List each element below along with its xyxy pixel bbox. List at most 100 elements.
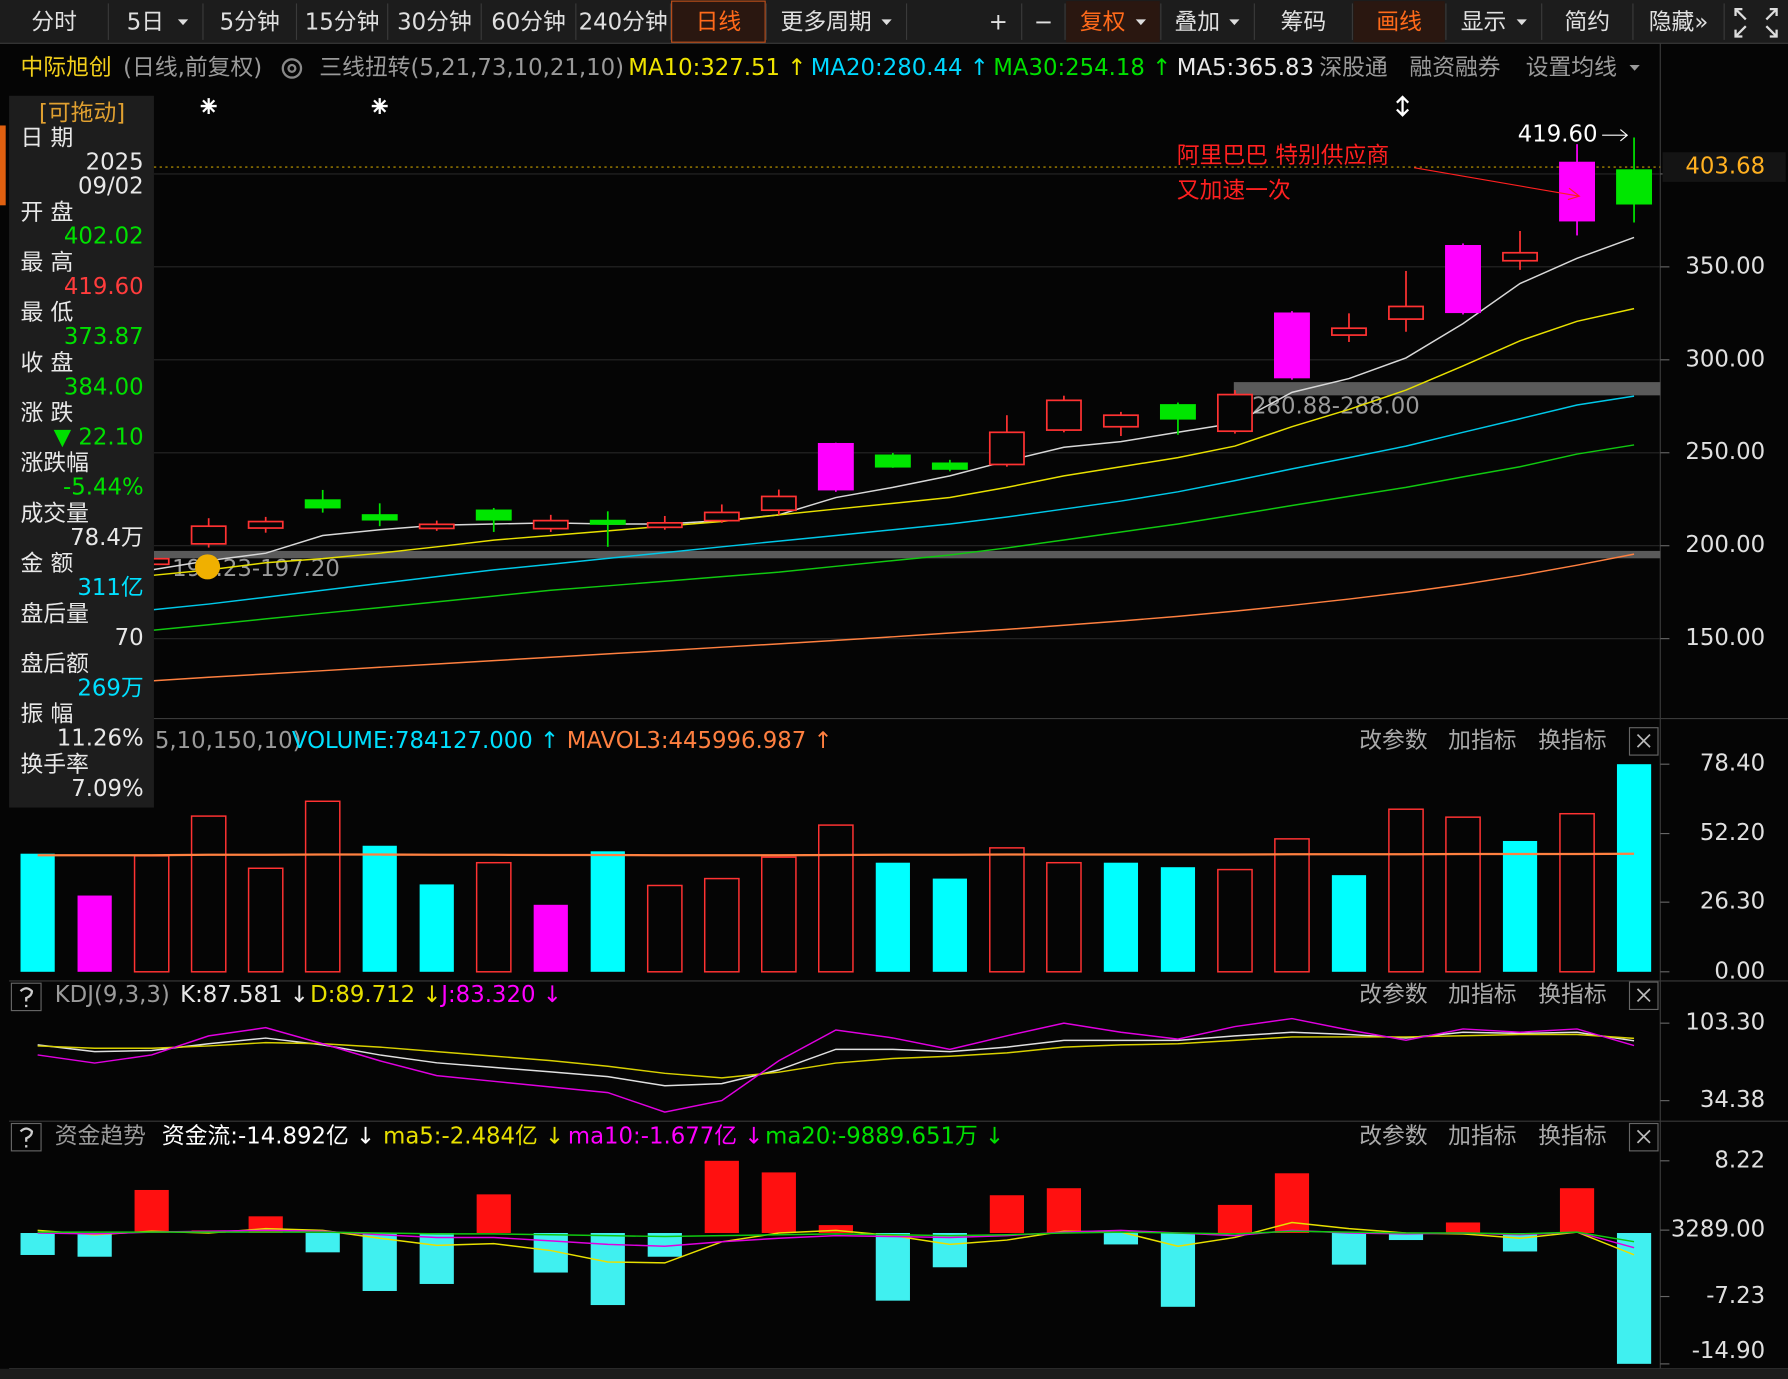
indicator-label: VOLUME:784127.000 ↑ bbox=[292, 728, 559, 754]
candle-body bbox=[1445, 245, 1481, 314]
toolbar-item[interactable]: 叠加 bbox=[1175, 9, 1221, 35]
info-value: 384.00 bbox=[64, 374, 144, 400]
marker-icon bbox=[194, 554, 221, 580]
bar bbox=[1217, 868, 1253, 973]
toolbar-item[interactable]: 240分钟 bbox=[579, 9, 668, 35]
toolbar-item[interactable]: 5日 bbox=[127, 9, 164, 35]
zone-label: 280.88-288.00 bbox=[1252, 393, 1420, 419]
scrollbar[interactable] bbox=[0, 1368, 1788, 1379]
bar bbox=[419, 1233, 454, 1284]
info-value: 311亿 bbox=[77, 575, 143, 601]
info-title[interactable]: [可拖动] bbox=[39, 101, 125, 127]
annotation: 阿里巴巴 特别供应商 bbox=[1177, 143, 1389, 169]
panel-button[interactable]: 换指标 bbox=[1538, 982, 1606, 1008]
info-value: 70 bbox=[115, 625, 144, 651]
toolbar-item[interactable]: 15分钟 bbox=[305, 9, 380, 35]
toolbar-item[interactable]: − bbox=[1034, 9, 1053, 35]
close-button[interactable] bbox=[1628, 727, 1659, 756]
toolbar-item[interactable]: 简约 bbox=[1565, 9, 1611, 35]
info-value: ▼ 22.10 bbox=[54, 424, 144, 450]
info-value: 78.4万 bbox=[70, 525, 144, 551]
panel-button[interactable]: 换指标 bbox=[1538, 1124, 1606, 1150]
y-tick-label: 0.00 bbox=[1714, 958, 1765, 984]
toolbar-item[interactable]: 更多周期 bbox=[781, 9, 872, 35]
y-tick-label: 103.30 bbox=[1685, 1010, 1765, 1036]
last-price-tag bbox=[1662, 152, 1786, 182]
y-tick-label: -7.23 bbox=[1706, 1283, 1765, 1309]
close-button[interactable] bbox=[1628, 1122, 1659, 1152]
indicator-line bbox=[151, 553, 1635, 682]
header-item[interactable]: 融资融券 bbox=[1409, 55, 1500, 81]
candle-body bbox=[1616, 169, 1653, 205]
panel-button[interactable]: 改参数 bbox=[1359, 728, 1428, 754]
toolbar-item[interactable]: 60分钟 bbox=[491, 9, 566, 35]
close-button[interactable] bbox=[1628, 981, 1659, 1011]
bar bbox=[817, 824, 854, 973]
info-label: 金 额 bbox=[21, 551, 74, 577]
toolbar-item[interactable]: 分时 bbox=[31, 9, 77, 35]
panel-button[interactable]: 加指标 bbox=[1448, 982, 1516, 1008]
panel-button[interactable]: 加指标 bbox=[1448, 1124, 1516, 1150]
indicator-label: ma20:-9889.651万 ↓ bbox=[765, 1124, 1004, 1150]
y-tick-label: 8.22 bbox=[1714, 1147, 1765, 1173]
header-item[interactable]: 设置均线 bbox=[1526, 55, 1617, 81]
info-label: 开 盘 bbox=[21, 200, 74, 226]
price-zone bbox=[153, 550, 1661, 559]
fullscreen-icon[interactable] bbox=[1734, 7, 1778, 38]
toolbar-item[interactable]: 画线 bbox=[1376, 9, 1422, 35]
bar bbox=[932, 1233, 967, 1268]
help-icon[interactable] bbox=[10, 1122, 42, 1152]
bar bbox=[1502, 840, 1538, 972]
panel-button[interactable]: 加指标 bbox=[1448, 728, 1516, 754]
indicator-label: (5,10,150,10) bbox=[146, 728, 302, 754]
indicator-label: ma10:-1.677亿 ↓ bbox=[568, 1124, 763, 1150]
toolbar-item[interactable]: 日线 bbox=[696, 9, 742, 35]
bar bbox=[704, 1160, 739, 1234]
candle-body bbox=[361, 514, 398, 521]
indicator-label: MAVOL3:445996.987 ↑ bbox=[567, 728, 833, 754]
header-item: MA5:365.83 bbox=[1177, 55, 1314, 81]
bar bbox=[1217, 1204, 1253, 1234]
indicator-line bbox=[37, 1017, 1635, 1113]
toolbar-item[interactable]: 复权 bbox=[1080, 9, 1126, 35]
info-label: 最 高 bbox=[21, 250, 74, 276]
bar bbox=[1616, 764, 1652, 972]
help-icon[interactable] bbox=[10, 982, 42, 1012]
bar bbox=[362, 845, 397, 972]
y-tick-label: 26.30 bbox=[1700, 889, 1765, 915]
panel-button[interactable]: 改参数 bbox=[1359, 982, 1428, 1008]
bar bbox=[77, 895, 112, 972]
bar bbox=[760, 856, 797, 973]
header-item: (日线,前复权) bbox=[123, 55, 262, 81]
indicator-line bbox=[37, 1221, 1635, 1264]
bar bbox=[77, 1233, 112, 1257]
menu-caret bbox=[1516, 19, 1527, 26]
panel-button[interactable]: 改参数 bbox=[1359, 1124, 1428, 1150]
toolbar-item[interactable]: 30分钟 bbox=[397, 9, 472, 35]
bar bbox=[1502, 1233, 1538, 1252]
candle-body bbox=[817, 442, 854, 491]
info-value: 269万 bbox=[77, 675, 143, 701]
bar bbox=[1445, 816, 1481, 973]
bar bbox=[1046, 1188, 1082, 1234]
bar bbox=[134, 1189, 169, 1234]
last-price-label: 403.68 bbox=[1685, 154, 1765, 180]
header-item[interactable]: 深股通 bbox=[1319, 55, 1388, 81]
signal-markers bbox=[200, 95, 1410, 117]
gear-icon[interactable] bbox=[281, 58, 303, 79]
bar bbox=[703, 877, 740, 973]
header-item: MA10:327.51 ↑ bbox=[628, 55, 806, 81]
candle-body bbox=[532, 519, 569, 530]
toolbar-item[interactable]: + bbox=[989, 9, 1008, 35]
candle-body bbox=[703, 511, 740, 522]
toolbar-item[interactable]: 5分钟 bbox=[220, 9, 280, 35]
panel-button[interactable]: 换指标 bbox=[1538, 728, 1606, 754]
candle-body bbox=[1331, 327, 1367, 336]
candle-body bbox=[589, 519, 626, 525]
toolbar-item[interactable]: 隐藏» bbox=[1649, 9, 1709, 35]
bar bbox=[1559, 812, 1595, 973]
toolbar-item[interactable]: 显示 bbox=[1461, 9, 1507, 35]
bar bbox=[875, 862, 910, 972]
toolbar-item[interactable]: 筹码 bbox=[1281, 9, 1327, 35]
bar bbox=[1616, 1233, 1652, 1364]
